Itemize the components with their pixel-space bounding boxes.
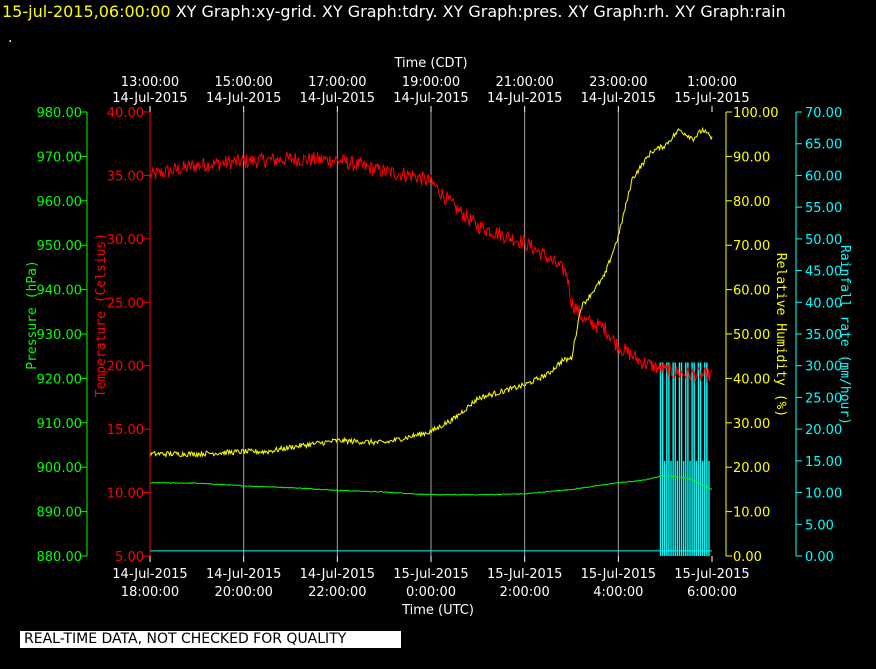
bottom-axis-tick-label: 14-Jul-2015	[300, 567, 375, 582]
humidity-axis-tick-label: 90.00	[733, 150, 770, 165]
bottom-axis-tick-label: 18:00:00	[121, 585, 179, 600]
humidity-axis-tick-label: 10.00	[733, 506, 770, 521]
rain-axis-tick-label: 65.00	[805, 138, 842, 153]
top-axis-tick-label: 14-Jul-2015	[393, 91, 468, 106]
pressure-axis-label: Pressure (hPa)	[25, 260, 40, 370]
humidity-axis-tick-label: 20.00	[733, 461, 770, 476]
pressure-axis-tick-label: 930.00	[37, 328, 83, 343]
humidity-axis-tick-label: 80.00	[733, 195, 770, 210]
bottom-axis-tick-label: 0:00:00	[406, 585, 456, 600]
rain-axis-tick-label: 5.00	[805, 518, 834, 533]
humidity-axis-tick-label: 40.00	[733, 372, 770, 387]
tdry-series-line	[149, 151, 713, 384]
top-axis-tick-label: 21:00:00	[495, 75, 553, 90]
rain-axis-tick-label: 40.00	[805, 296, 842, 311]
top-axis-tick-label: 15:00:00	[214, 75, 272, 90]
bottom-axis-title: Time (UTC)	[401, 603, 474, 618]
pres-series-line	[149, 474, 713, 496]
top-axis-tick-label: 14-Jul-2015	[206, 91, 281, 106]
pressure-axis-tick-label: 970.00	[37, 150, 83, 165]
bottom-axis-tick-label: 14-Jul-2015	[206, 567, 281, 582]
top-axis-tick-label: 14-Jul-2015	[300, 91, 375, 106]
bottom-axis-tick-label: 4:00:00	[593, 585, 643, 600]
pressure-axis-tick-label: 950.00	[37, 239, 83, 254]
rain-axis-tick-label: 30.00	[805, 360, 842, 375]
humidity-axis-tick-label: 100.00	[733, 106, 779, 121]
pressure-axis-tick-label: 920.00	[37, 372, 83, 387]
temperature-axis-label: Temperature (Celsius)	[94, 233, 109, 397]
bottom-axis-tick-label: 2:00:00	[500, 585, 550, 600]
humidity-axis-tick-label: 30.00	[733, 417, 770, 432]
rh-series-line	[149, 126, 713, 459]
top-axis-tick-label: 15-Jul-2015	[674, 91, 749, 106]
chart-header: 15-jul-2015,06:00:00 XY Graph:xy-grid. X…	[2, 2, 786, 21]
rain-axis-tick-label: 55.00	[805, 201, 842, 216]
temperature-axis-tick-label: 25.00	[107, 296, 144, 311]
pressure-axis-tick-label: 880.00	[37, 550, 83, 565]
rain-layer	[150, 362, 712, 556]
bottom-axis-tick-label: 14-Jul-2015	[112, 567, 187, 582]
rain-axis-tick-label: 60.00	[805, 169, 842, 184]
bottom-axis-tick-label: 15-Jul-2015	[674, 567, 749, 582]
rain-axis-tick-label: 35.00	[805, 328, 842, 343]
temperature-axis-tick-label: 5.00	[115, 550, 144, 565]
top-axis-tick-label: 14-Jul-2015	[581, 91, 656, 106]
top-axis-tick-label: 1:00:00	[687, 75, 737, 90]
rain-axis-tick-label: 20.00	[805, 423, 842, 438]
pressure-axis-tick-label: 980.00	[37, 106, 83, 121]
pressure-axis-tick-label: 940.00	[37, 284, 83, 299]
rain-axis-tick-label: 45.00	[805, 265, 842, 280]
top-axis-tick-label: 14-Jul-2015	[487, 91, 562, 106]
top-axis-tick-label: 13:00:00	[121, 75, 179, 90]
rain-axis-tick-label: 50.00	[805, 233, 842, 248]
rain-axis-label: Rainfall rate (mm/hour)	[837, 245, 852, 425]
top-axis-tick-label: 19:00:00	[402, 75, 460, 90]
humidity-axis-tick-label: 50.00	[733, 328, 770, 343]
bottom-axis-tick-label: 22:00:00	[308, 585, 366, 600]
bottom-axis-tick-label: 15-Jul-2015	[393, 567, 468, 582]
humidity-axis-tick-label: 0.00	[733, 550, 762, 565]
temperature-axis-tick-label: 35.00	[107, 169, 144, 184]
temperature-axis-tick-label: 10.00	[107, 487, 144, 502]
rain-axis-tick-label: 25.00	[805, 391, 842, 406]
humidity-axis-label: Relative Humidity (%)	[773, 253, 788, 417]
humidity-axis-tick-label: 60.00	[733, 284, 770, 299]
bottom-axis-tick-label: 15-Jul-2015	[487, 567, 562, 582]
graph-titles: XY Graph:xy-grid. XY Graph:tdry. XY Grap…	[170, 2, 786, 21]
temperature-axis-tick-label: 30.00	[107, 233, 144, 248]
pressure-axis-tick-label: 900.00	[37, 461, 83, 476]
grid-layer	[243, 112, 619, 556]
bottom-axis-tick-label: 15-Jul-2015	[581, 567, 656, 582]
pressure-axis-tick-label: 910.00	[37, 417, 83, 432]
temperature-axis-tick-label: 15.00	[107, 423, 144, 438]
top-axis-tick-label: 14-Jul-2015	[112, 91, 187, 106]
header-dot: .	[8, 30, 13, 46]
top-axis-title: Time (CDT)	[393, 56, 467, 71]
temperature-axis-tick-label: 20.00	[107, 360, 144, 375]
rain-axis-tick-label: 15.00	[805, 455, 842, 470]
top-axis-tick-label: 23:00:00	[589, 75, 647, 90]
rain-axis-tick-label: 0.00	[805, 550, 834, 565]
timestamp: 15-jul-2015,06:00:00	[2, 2, 171, 21]
temperature-axis-tick-label: 40.00	[107, 106, 144, 121]
bottom-axis-tick-label: 20:00:00	[214, 585, 272, 600]
top-axis-tick-label: 17:00:00	[308, 75, 366, 90]
rain-axis-tick-label: 10.00	[805, 487, 842, 502]
humidity-axis-tick-label: 70.00	[733, 239, 770, 254]
rain-axis-tick-label: 70.00	[805, 106, 842, 121]
bottom-axis-tick-label: 6:00:00	[687, 585, 737, 600]
series-layer	[149, 126, 713, 496]
axes-layer: 13:00:0014-Jul-201515:00:0014-Jul-201517…	[37, 75, 843, 600]
quality-notice: REAL-TIME DATA, NOT CHECKED FOR QUALITY	[20, 631, 401, 648]
pressure-axis-tick-label: 960.00	[37, 195, 83, 210]
pressure-axis-tick-label: 890.00	[37, 506, 83, 521]
